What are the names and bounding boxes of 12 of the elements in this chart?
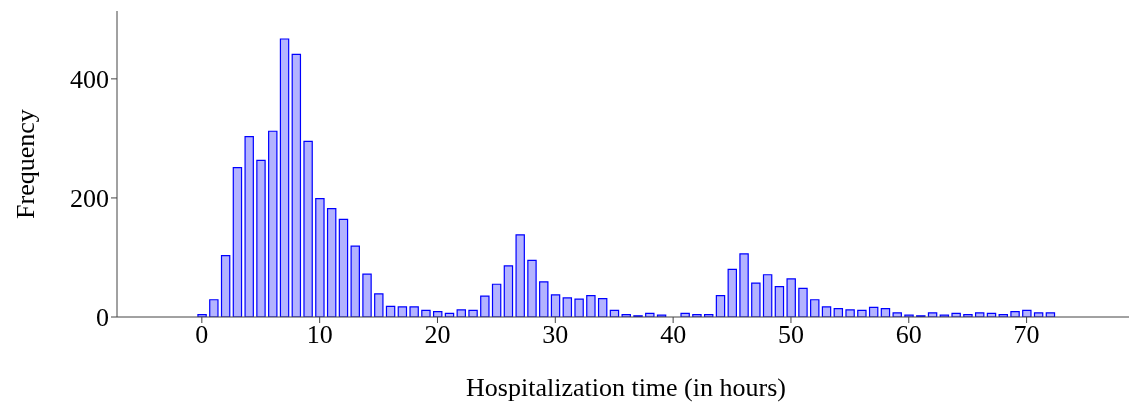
- x-axis-title: Hospitalization time (in hours): [466, 373, 786, 402]
- x-tick-label: 60: [895, 320, 922, 350]
- x-tick-label: 50: [777, 320, 804, 350]
- x-tick-label: 0: [195, 320, 209, 350]
- x-tick-label: 10: [306, 320, 333, 350]
- x-tick-label: 30: [542, 320, 569, 350]
- y-tick-label: 400: [70, 65, 109, 95]
- x-tick-label: 20: [424, 320, 451, 350]
- x-tick-label: 70: [1013, 320, 1040, 350]
- x-tick-label: 40: [660, 320, 687, 350]
- y-axis-title: Frequency: [11, 109, 41, 219]
- y-tick-label: 200: [70, 184, 109, 214]
